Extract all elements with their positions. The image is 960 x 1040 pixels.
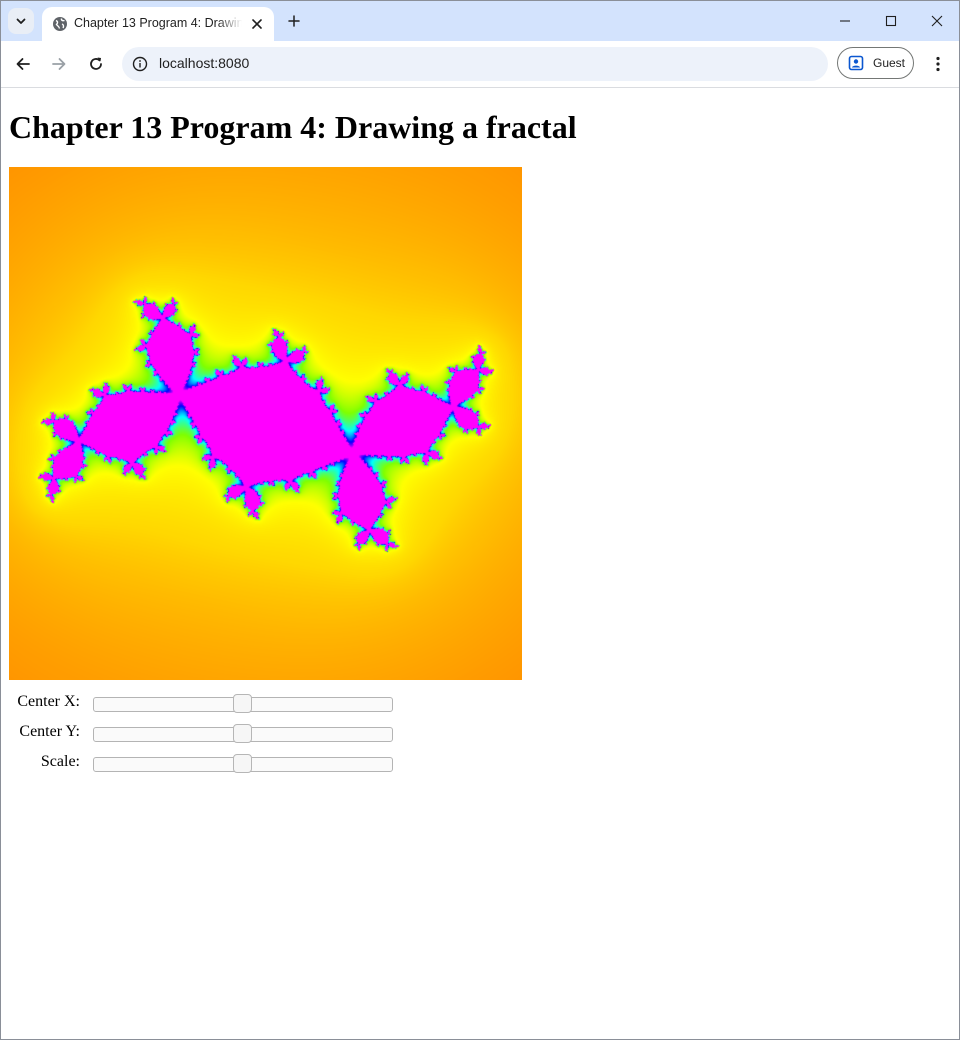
profile-icon bbox=[848, 55, 864, 71]
center-y-slider[interactable] bbox=[93, 724, 393, 743]
center-x-slider[interactable] bbox=[93, 694, 393, 713]
globe-icon bbox=[53, 17, 67, 31]
scale-label: Scale: bbox=[40, 753, 80, 770]
browser-menu-button[interactable] bbox=[926, 50, 950, 78]
slider-thumb[interactable] bbox=[233, 724, 252, 743]
reload-button[interactable] bbox=[82, 50, 110, 78]
tab-title: Chapter 13 Program 4: Drawing a fractal bbox=[74, 16, 242, 30]
back-button[interactable] bbox=[9, 50, 37, 78]
arrow-left-icon bbox=[16, 58, 30, 70]
plus-icon bbox=[288, 15, 300, 27]
slider-thumb[interactable] bbox=[233, 694, 252, 713]
tab-search-button[interactable] bbox=[8, 8, 34, 34]
new-tab-button[interactable] bbox=[284, 11, 304, 31]
profile-label: Guest bbox=[873, 56, 906, 70]
url-text: localhost:8080 bbox=[159, 55, 250, 71]
center-y-label: Center Y: bbox=[19, 723, 80, 740]
page-content: Chapter 13 Program 4: Drawing a fractal … bbox=[1, 88, 959, 1039]
control-row-center-x: Center X: bbox=[11, 688, 394, 716]
address-bar[interactable]: localhost:8080 bbox=[122, 47, 828, 81]
close-icon bbox=[931, 15, 943, 27]
forward-button[interactable] bbox=[45, 50, 73, 78]
tab-close-button[interactable] bbox=[248, 15, 266, 33]
fractal-canvas bbox=[9, 167, 522, 680]
reload-icon bbox=[90, 57, 102, 70]
tab-strip: Chapter 13 Program 4: Drawing a fractal bbox=[1, 1, 959, 41]
arrow-right-icon bbox=[52, 58, 66, 70]
center-x-label: Center X: bbox=[17, 693, 80, 710]
info-icon bbox=[132, 56, 148, 72]
profile-button[interactable]: Guest bbox=[837, 47, 914, 79]
active-tab[interactable]: Chapter 13 Program 4: Drawing a fractal bbox=[42, 7, 274, 41]
window-close-button[interactable] bbox=[914, 1, 959, 41]
minimize-button[interactable] bbox=[822, 1, 868, 41]
scale-slider[interactable] bbox=[93, 754, 393, 773]
close-icon bbox=[252, 19, 262, 29]
maximize-button[interactable] bbox=[868, 1, 914, 41]
minimize-icon bbox=[840, 20, 850, 22]
control-row-scale: Scale: bbox=[11, 748, 394, 776]
browser-toolbar: localhost:8080 Guest bbox=[1, 41, 959, 88]
chevron-down-icon bbox=[16, 18, 26, 24]
site-info-button[interactable] bbox=[130, 54, 150, 74]
controls-table: Center X: Center Y: Scale: bbox=[9, 686, 396, 778]
page-title: Chapter 13 Program 4: Drawing a fractal bbox=[9, 109, 577, 145]
maximize-icon bbox=[885, 15, 897, 27]
slider-thumb[interactable] bbox=[233, 754, 252, 773]
more-vert-icon bbox=[936, 56, 940, 72]
control-row-center-y: Center Y: bbox=[11, 718, 394, 746]
